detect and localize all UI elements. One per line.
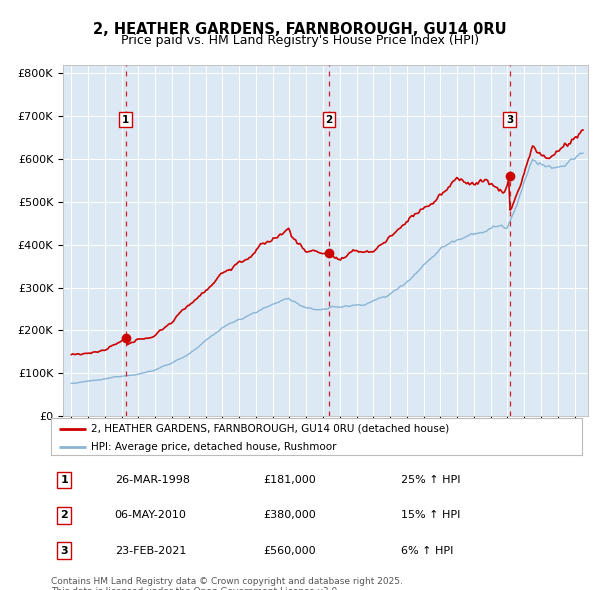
Text: £380,000: £380,000 [263, 510, 316, 520]
Text: 2, HEATHER GARDENS, FARNBOROUGH, GU14 0RU (detached house): 2, HEATHER GARDENS, FARNBOROUGH, GU14 0R… [91, 424, 449, 434]
Text: Contains HM Land Registry data © Crown copyright and database right 2025.
This d: Contains HM Land Registry data © Crown c… [51, 577, 403, 590]
Text: 3: 3 [506, 114, 513, 124]
Text: 26-MAR-1998: 26-MAR-1998 [115, 475, 190, 485]
Text: 3: 3 [61, 546, 68, 556]
Text: 15% ↑ HPI: 15% ↑ HPI [401, 510, 461, 520]
Text: £181,000: £181,000 [263, 475, 316, 485]
Text: 2: 2 [61, 510, 68, 520]
Text: £560,000: £560,000 [263, 546, 316, 556]
Text: Price paid vs. HM Land Registry's House Price Index (HPI): Price paid vs. HM Land Registry's House … [121, 34, 479, 47]
Text: HPI: Average price, detached house, Rushmoor: HPI: Average price, detached house, Rush… [91, 442, 337, 453]
Text: 06-MAY-2010: 06-MAY-2010 [115, 510, 187, 520]
Text: 23-FEB-2021: 23-FEB-2021 [115, 546, 186, 556]
Text: 2: 2 [326, 114, 333, 124]
Text: 25% ↑ HPI: 25% ↑ HPI [401, 475, 461, 485]
Text: 2, HEATHER GARDENS, FARNBOROUGH, GU14 0RU: 2, HEATHER GARDENS, FARNBOROUGH, GU14 0R… [93, 22, 507, 37]
Text: 1: 1 [61, 475, 68, 485]
Text: 1: 1 [122, 114, 129, 124]
Text: 6% ↑ HPI: 6% ↑ HPI [401, 546, 454, 556]
